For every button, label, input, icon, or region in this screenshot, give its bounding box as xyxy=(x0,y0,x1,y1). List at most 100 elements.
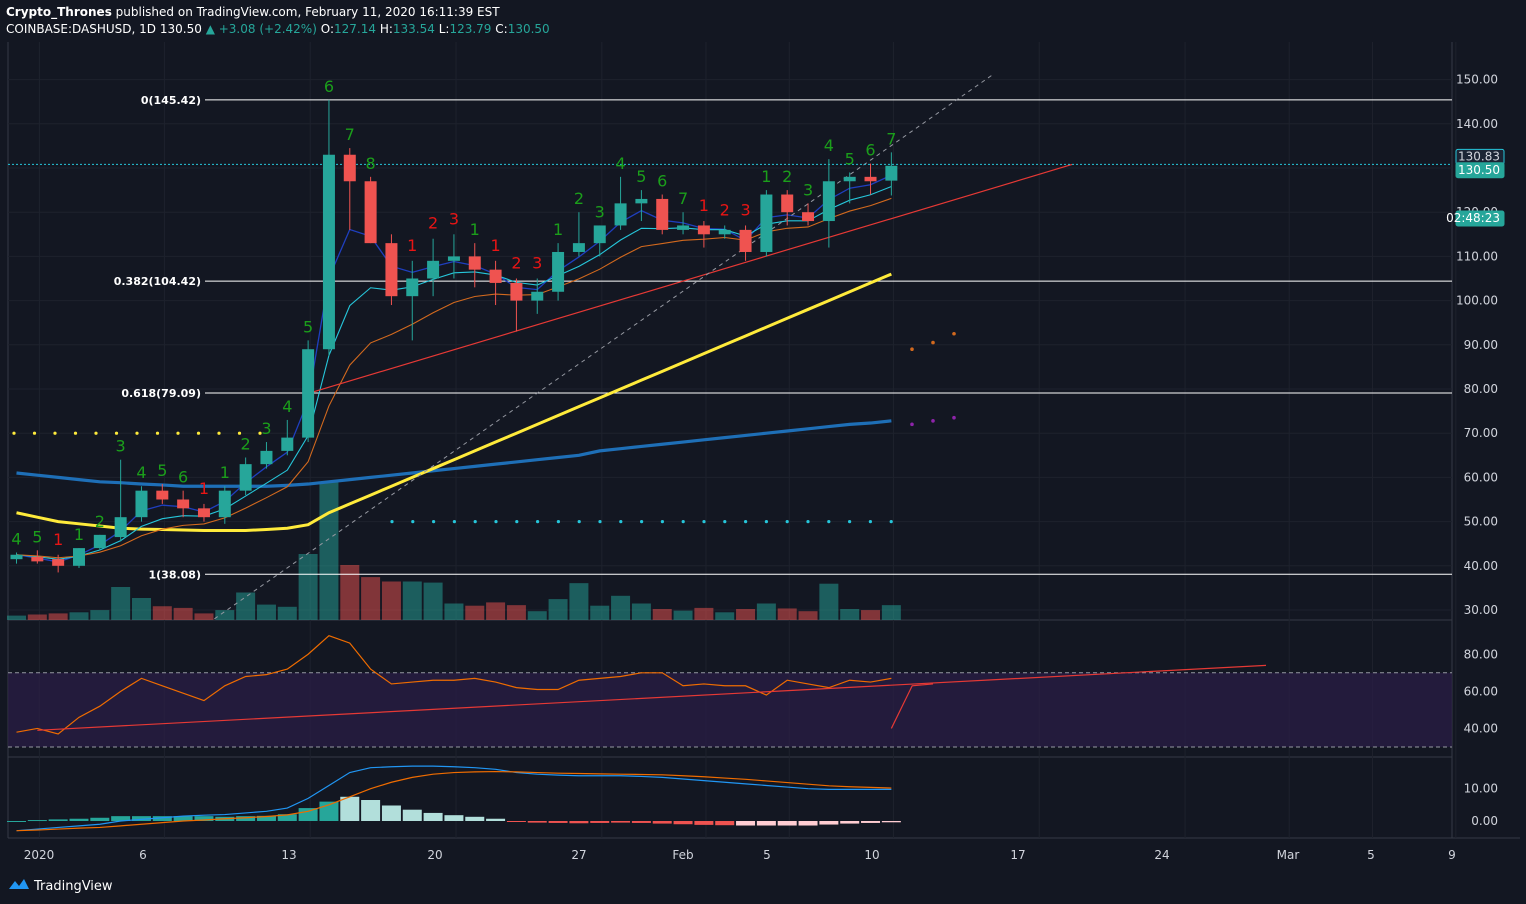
candle-body xyxy=(781,194,794,213)
macd-histogram-bar xyxy=(277,814,297,821)
td-count-label: 7 xyxy=(886,129,896,148)
candle-body xyxy=(52,559,65,566)
support-dot xyxy=(660,520,665,524)
candle-body xyxy=(114,517,127,538)
support-dot xyxy=(744,520,748,524)
td-count-label: 4 xyxy=(136,463,146,482)
macd-histogram-bar xyxy=(131,816,151,821)
tradingview-footer[interactable]: TradingView xyxy=(8,877,113,895)
price-badge-label: 130.83 xyxy=(1458,149,1500,163)
macd-histogram-bar xyxy=(444,815,464,821)
volume-bar xyxy=(298,554,318,620)
support-dot xyxy=(764,520,769,524)
td-count-label: 3 xyxy=(532,254,542,273)
support-dot xyxy=(258,431,262,435)
macd-histogram-bar xyxy=(777,821,797,826)
macd-histogram-bar xyxy=(236,816,256,821)
td-count-label: 2 xyxy=(95,512,105,531)
candles xyxy=(10,99,898,573)
axes: 150.00140.00130.00120.00110.00100.0090.0… xyxy=(24,73,1505,862)
candle-body xyxy=(760,194,773,252)
volume-bar xyxy=(194,613,214,620)
candle-body xyxy=(364,181,377,244)
macd-histogram-bar xyxy=(381,805,401,821)
td-count-label: 5 xyxy=(636,167,646,186)
volume-bar xyxy=(569,583,589,620)
macd-signal-line xyxy=(16,770,892,832)
td-count-label: 7 xyxy=(678,189,688,208)
support-dot xyxy=(114,431,119,435)
volume-bar xyxy=(486,602,506,620)
support-dot xyxy=(135,431,139,435)
author-name[interactable]: Crypto_Thrones xyxy=(6,5,112,19)
macd-histogram-bar xyxy=(736,821,756,826)
candle-body xyxy=(385,243,398,297)
fib-level-label: 1(38.08) xyxy=(148,568,201,581)
volume-bar xyxy=(652,609,672,620)
support-dot xyxy=(619,520,623,524)
candle-body xyxy=(427,260,440,279)
td-count-label: 2 xyxy=(511,254,521,273)
volume-bar xyxy=(277,606,297,620)
price-axis-tick: 30.00 xyxy=(1464,603,1498,617)
candle-body xyxy=(635,198,648,204)
price-axis-tick: 70.00 xyxy=(1464,426,1498,440)
support-dot xyxy=(12,431,16,435)
support-dot xyxy=(94,431,98,435)
volume-bar xyxy=(840,609,860,620)
candle-body xyxy=(468,256,481,270)
td-count-label: 1 xyxy=(761,167,771,186)
td-count-label: 1 xyxy=(470,220,480,239)
candle-body xyxy=(510,282,523,301)
price-axis-tick: 100.00 xyxy=(1456,294,1498,308)
td-count-label: 3 xyxy=(803,180,813,199)
support-dot xyxy=(702,520,706,524)
candle-body xyxy=(885,165,898,181)
macd-histogram-bar xyxy=(840,821,860,824)
candle-body xyxy=(843,176,856,182)
candle-body xyxy=(552,251,565,292)
macd-histogram-bar xyxy=(298,808,318,821)
td-count-label: 4 xyxy=(615,154,625,173)
low-value: 123.79 xyxy=(449,22,492,36)
support-dot xyxy=(827,520,831,524)
support-dot xyxy=(515,520,519,524)
tradingview-brand: TradingView xyxy=(34,878,113,894)
support-dot xyxy=(681,520,685,524)
ma-yellow-line xyxy=(16,272,892,532)
candle-body xyxy=(677,225,690,230)
support-dot xyxy=(598,520,602,524)
projection-dot xyxy=(931,340,935,345)
close-value: 130.50 xyxy=(507,22,550,36)
low-label: L: xyxy=(438,22,450,36)
support-dot xyxy=(556,520,561,524)
candle-body xyxy=(31,556,44,562)
macd-panel xyxy=(7,765,901,832)
td-count-label: 1 xyxy=(220,463,230,482)
volume-bar xyxy=(715,612,735,620)
symbol-label[interactable]: COINBASE:DASHUSD, 1D xyxy=(6,22,157,36)
candle-body xyxy=(802,212,815,222)
rsi-line xyxy=(16,635,892,735)
support-dot xyxy=(196,431,201,435)
volume-bar xyxy=(736,609,756,620)
support-dot xyxy=(889,520,893,524)
volume-bar xyxy=(215,610,235,620)
macd-histogram-bar xyxy=(819,821,839,825)
td-count-label: 2 xyxy=(782,167,792,186)
td-count-label: 7 xyxy=(345,125,355,144)
candle-body xyxy=(343,154,356,182)
publish-info: Crypto_Thrones published on TradingView.… xyxy=(6,5,500,19)
macd-histogram-bar xyxy=(861,821,881,823)
price-change: ▲ +3.08 (+2.42%) xyxy=(205,22,317,36)
macd-histogram-bar xyxy=(756,821,776,826)
open-label: O: xyxy=(320,22,334,36)
price-axis-tick: 60.00 xyxy=(1464,470,1498,484)
macd-histogram-bar xyxy=(548,821,568,823)
candle-body xyxy=(864,176,877,182)
fib-level-label: 0.382(104.42) xyxy=(114,275,201,288)
td-count-label: 3 xyxy=(261,419,271,438)
td-count-label: 4 xyxy=(11,530,21,549)
